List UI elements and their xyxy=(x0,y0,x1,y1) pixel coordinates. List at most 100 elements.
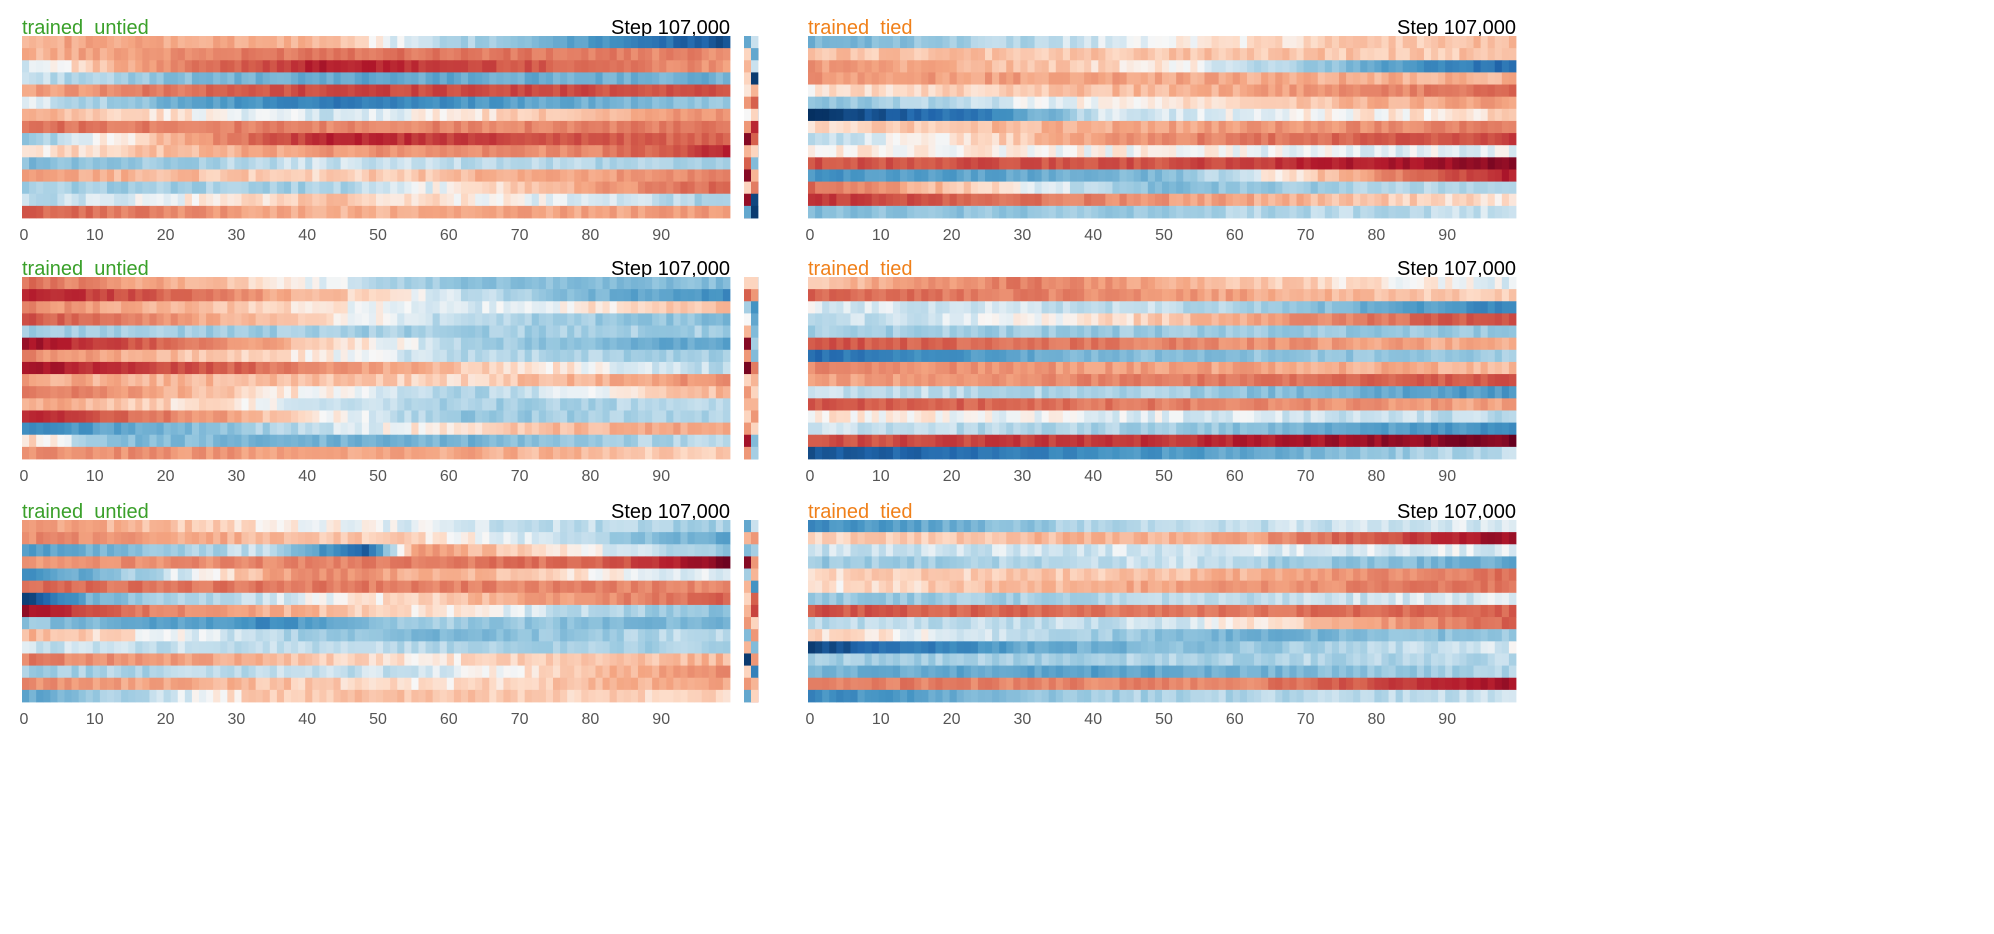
heatmap-cell xyxy=(50,277,58,290)
heatmap-cell xyxy=(489,374,497,387)
heatmap-cell xyxy=(1020,120,1028,134)
heatmap-cell xyxy=(1176,181,1184,195)
heatmap-cell xyxy=(1183,72,1191,85)
heatmap-cell xyxy=(1324,169,1333,182)
heatmap-cell xyxy=(383,72,391,85)
heatmap-cell xyxy=(1162,108,1170,122)
heatmap-cell xyxy=(1473,193,1481,207)
heatmap-cell xyxy=(1494,133,1503,146)
heatmap-cell xyxy=(347,374,356,387)
heatmap-cell xyxy=(114,301,122,314)
heatmap-cell xyxy=(99,398,108,411)
heatmap-cell xyxy=(666,181,674,195)
heatmap-cell xyxy=(1062,84,1071,98)
heatmap-cell xyxy=(850,48,858,61)
heatmap-cell xyxy=(383,181,391,195)
heatmap-cell xyxy=(404,193,412,207)
heatmap-cell xyxy=(397,157,405,170)
heatmap-cell xyxy=(106,337,115,351)
heatmap-cell xyxy=(1480,289,1489,302)
heatmap-cell xyxy=(1077,157,1085,170)
heatmap-cell xyxy=(213,84,221,98)
heatmap-cell xyxy=(1154,60,1163,73)
heatmap-cell xyxy=(106,325,115,339)
heatmap-cell xyxy=(722,60,731,73)
heatmap-cell xyxy=(99,36,108,49)
heatmap-cell xyxy=(149,48,157,61)
heatmap-cell xyxy=(1055,96,1064,110)
heatmap-cell xyxy=(142,36,150,49)
heatmap-cell xyxy=(1438,145,1446,158)
heatmap-cell xyxy=(1055,205,1064,219)
heatmap-cell xyxy=(163,169,172,182)
heatmap-cell xyxy=(1261,108,1269,122)
heatmap-cell xyxy=(914,48,922,61)
heatmap-cell xyxy=(1204,277,1212,290)
heatmap-cell xyxy=(1438,108,1446,122)
heatmap-cell xyxy=(574,446,582,460)
heatmap-cell xyxy=(630,349,639,363)
heatmap-cell xyxy=(722,386,731,399)
heatmap-cell xyxy=(1452,193,1460,207)
heatmap-cell xyxy=(560,36,568,49)
heatmap-cell xyxy=(687,410,695,423)
heatmap-cell xyxy=(78,36,87,49)
heatmap-cell xyxy=(114,313,122,326)
heatmap-cell xyxy=(850,157,858,170)
side-strip-cell xyxy=(751,60,759,73)
heatmap-cell xyxy=(1402,60,1411,73)
heatmap-cell xyxy=(907,193,915,207)
heatmap-cell xyxy=(652,374,660,387)
heatmap-cell xyxy=(900,313,908,326)
heatmap-cell xyxy=(489,277,497,290)
heatmap-cell xyxy=(517,325,526,339)
heatmap-cell xyxy=(694,145,703,158)
heatmap-cell xyxy=(170,349,179,363)
heatmap-cell xyxy=(1119,84,1127,98)
heatmap-cell xyxy=(156,72,164,85)
heatmap-cell xyxy=(1339,96,1347,110)
heatmap-cell xyxy=(1261,289,1269,302)
heatmap-cell xyxy=(645,36,653,49)
heatmap-cell xyxy=(567,169,575,182)
heatmap-cell xyxy=(560,301,568,314)
heatmap-cell xyxy=(22,325,30,339)
heatmap-cell xyxy=(305,325,313,339)
heatmap-cell xyxy=(206,36,214,49)
heatmap-cell xyxy=(687,120,695,134)
heatmap-cell xyxy=(560,277,568,290)
heatmap-cell xyxy=(843,289,851,302)
heatmap-cell xyxy=(907,313,915,326)
heatmap-cell xyxy=(1154,96,1163,110)
heatmap-cell xyxy=(1261,157,1269,170)
heatmap-cell xyxy=(1289,108,1297,122)
heatmap-cell xyxy=(708,205,717,219)
heatmap-cell xyxy=(234,120,242,134)
heatmap-cell xyxy=(142,410,150,423)
heatmap-cell xyxy=(574,193,582,207)
heatmap-cell xyxy=(199,277,207,290)
heatmap-cell xyxy=(1098,301,1106,314)
heatmap-cell xyxy=(1062,120,1071,134)
heatmap-cell xyxy=(567,434,575,448)
heatmap-cell xyxy=(652,169,660,182)
heatmap-cell xyxy=(942,289,950,302)
heatmap-cell xyxy=(503,48,511,61)
heatmap-cell xyxy=(99,72,108,85)
heatmap-cell xyxy=(687,386,695,399)
heatmap-cell xyxy=(1162,169,1170,182)
heatmap-cell xyxy=(468,36,476,49)
heatmap-cell xyxy=(1317,96,1326,110)
heatmap-cell xyxy=(1119,72,1127,85)
heatmap-cell xyxy=(1445,48,1453,61)
heatmap-cell xyxy=(71,386,80,399)
x-tick-label: 50 xyxy=(369,468,387,485)
heatmap-cell xyxy=(1013,301,1021,314)
heatmap-cell xyxy=(496,193,504,207)
heatmap-cell xyxy=(999,313,1007,326)
heatmap-cell xyxy=(468,169,476,182)
heatmap-cell xyxy=(446,361,455,375)
heatmap-cell xyxy=(241,313,249,326)
heatmap-cell xyxy=(1431,277,1439,290)
heatmap-cell xyxy=(78,386,87,399)
